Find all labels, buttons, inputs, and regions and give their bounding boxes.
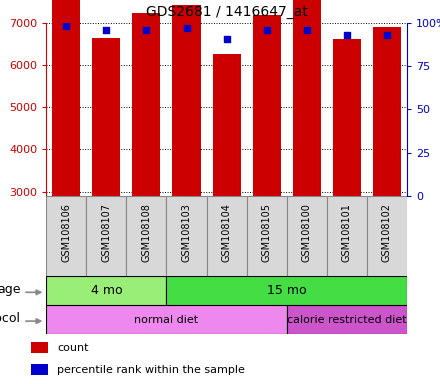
Bar bbox=[213, 54, 241, 196]
Point bbox=[63, 23, 70, 30]
Text: GSM108102: GSM108102 bbox=[382, 203, 392, 262]
Bar bbox=[373, 27, 401, 196]
Point bbox=[303, 27, 310, 33]
Text: calorie restricted diet: calorie restricted diet bbox=[287, 314, 407, 325]
Bar bbox=[92, 38, 121, 196]
Bar bbox=[293, 0, 321, 196]
Text: GSM108105: GSM108105 bbox=[262, 203, 271, 262]
Text: GSM108104: GSM108104 bbox=[222, 203, 231, 262]
Bar bbox=[287, 305, 407, 334]
Text: GSM108107: GSM108107 bbox=[101, 203, 111, 262]
Text: protocol: protocol bbox=[0, 312, 21, 325]
Text: GSM108100: GSM108100 bbox=[302, 203, 312, 262]
Bar bbox=[333, 39, 361, 196]
Bar bbox=[126, 196, 166, 276]
Bar bbox=[31, 364, 48, 375]
Bar bbox=[31, 342, 48, 353]
Point bbox=[183, 25, 190, 31]
Bar bbox=[287, 196, 327, 276]
Bar bbox=[46, 276, 166, 305]
Point bbox=[263, 27, 270, 33]
Point bbox=[343, 32, 350, 38]
Point bbox=[383, 32, 390, 38]
Text: 4 mo: 4 mo bbox=[91, 285, 122, 297]
Text: GSM108101: GSM108101 bbox=[342, 203, 352, 262]
Bar bbox=[367, 196, 407, 276]
Text: 15 mo: 15 mo bbox=[267, 285, 307, 297]
Bar bbox=[327, 196, 367, 276]
Point bbox=[103, 27, 110, 33]
Text: percentile rank within the sample: percentile rank within the sample bbox=[57, 364, 245, 374]
Bar bbox=[166, 196, 206, 276]
Text: count: count bbox=[57, 343, 89, 353]
Text: GSM108103: GSM108103 bbox=[182, 203, 191, 262]
Bar bbox=[253, 15, 281, 196]
Bar bbox=[247, 196, 287, 276]
Title: GDS2681 / 1416647_at: GDS2681 / 1416647_at bbox=[146, 5, 308, 19]
Bar bbox=[52, 0, 80, 196]
Bar bbox=[132, 13, 161, 196]
Text: GSM108108: GSM108108 bbox=[141, 203, 151, 262]
Bar bbox=[46, 305, 287, 334]
Bar bbox=[46, 196, 86, 276]
Text: GSM108106: GSM108106 bbox=[61, 203, 71, 262]
Point bbox=[223, 36, 230, 42]
Text: age: age bbox=[0, 283, 21, 296]
Text: normal diet: normal diet bbox=[134, 314, 198, 325]
Bar bbox=[206, 196, 247, 276]
Bar bbox=[166, 276, 407, 305]
Bar bbox=[172, 5, 201, 196]
Bar bbox=[86, 196, 126, 276]
Point bbox=[143, 27, 150, 33]
